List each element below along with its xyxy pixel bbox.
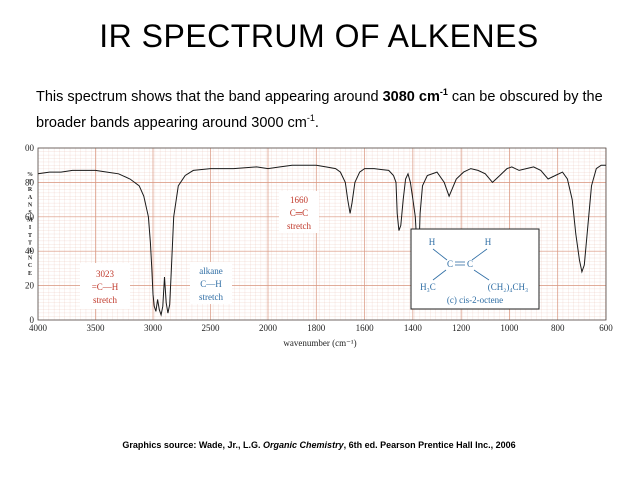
y-tick-label: 0 — [30, 315, 35, 325]
desc-bold-sup: -1 — [439, 87, 448, 97]
source-book-title: Organic Chemistry — [263, 440, 344, 450]
bond-bottom-left — [432, 269, 447, 281]
x-tick-label: 3500 — [87, 323, 106, 333]
bond-top-right — [471, 248, 488, 261]
desc-bold-value: 3080 cm — [382, 88, 440, 105]
annotation-alkane-line2: C—H — [200, 279, 222, 289]
source-text-2: , 6th ed. Pearson Prentice Hall Inc., 20… — [343, 440, 516, 450]
annotation-1660-line3: stretch — [287, 221, 311, 231]
structure-carbon-right: C — [467, 259, 473, 269]
annotation-1660: 1660 C═C stretch — [279, 191, 319, 233]
x-tick-label: 600 — [599, 323, 613, 333]
y-tick-label: 40 — [25, 246, 35, 256]
x-tick-label: 3000 — [144, 323, 163, 333]
annotation-3023-line1: 3023 — [96, 269, 115, 279]
structure-top-left-h: H — [429, 237, 436, 247]
structure-top-right-h: H — [485, 237, 492, 247]
y-axis-label: % T R A N S M I T T A N C E — [27, 172, 33, 277]
bond-top-left — [432, 248, 448, 261]
x-tick-label: 4000 — [29, 323, 48, 333]
x-tick-label: 1000 — [500, 323, 519, 333]
structure-bottom-right: (CH₂)₄CH₃ — [488, 282, 528, 292]
desc-text-2: can be obscured by the broader bands app… — [36, 88, 603, 131]
desc-text-3: . — [314, 114, 319, 131]
desc-text-1: This spectrum shows that the band appear… — [36, 88, 383, 105]
y-tick-label: 20 — [25, 281, 35, 291]
structure-caption: (c) cis-2-octene — [447, 295, 503, 305]
annotation-3023-line3: stretch — [93, 295, 117, 305]
x-tick-label: 800 — [551, 323, 565, 333]
y-tick-label: 80 — [25, 177, 35, 187]
x-tick-label: 1400 — [404, 323, 423, 333]
annotation-1660-line1: 1660 — [290, 195, 309, 205]
annotation-3023-line2: =C—H — [92, 282, 119, 292]
x-tick-label: 1800 — [307, 323, 326, 333]
y-tick-label: 60 — [25, 212, 35, 222]
source-text-1: Graphics source: Wade, Jr., L.G. — [122, 440, 264, 450]
x-axis: 4000 3500 3000 2500 2000 1800 1600 1400 1200 1000… — [29, 323, 613, 333]
slide-description: This spectrum shows that the band appear… — [36, 82, 626, 134]
x-tick-label: 2500 — [202, 323, 221, 333]
x-tick-label: 1600 — [356, 323, 375, 333]
x-axis-label: wavenumber (cm⁻¹) — [283, 338, 356, 348]
annotation-alkane: alkane C—H stretch — [190, 262, 232, 304]
structure-carbon-left: C — [447, 259, 453, 269]
y-axis: 0 20 40 60 80 00 — [25, 143, 35, 325]
annotation-1660-line2: C═C — [290, 208, 308, 218]
structure-box-cis-2-octene: H H C C H₃C (CH₂)₄CH₃ (c) cis-2-octene — [410, 228, 540, 310]
desc-bold: 3080 cm-1 — [382, 87, 448, 105]
y-tick-label: 00 — [25, 143, 35, 153]
annotation-alkane-line1: alkane — [199, 266, 222, 276]
annotation-alkane-line3: stretch — [199, 292, 223, 302]
bond-bottom-right — [473, 269, 490, 281]
annotation-3023: 3023 =C—H stretch — [80, 263, 130, 309]
structure-bottom-left: H₃C — [420, 282, 436, 292]
x-tick-label: 2000 — [259, 323, 278, 333]
slide-title: IR SPECTRUM OF ALKENES — [99, 18, 539, 54]
x-tick-label: 1200 — [452, 323, 471, 333]
spectrum-line — [37, 164, 606, 317]
desc-sup: -1 — [306, 112, 315, 123]
source-citation: Graphics source: Wade, Jr., L.G. Organic… — [0, 440, 638, 450]
plot-frame — [37, 147, 607, 321]
